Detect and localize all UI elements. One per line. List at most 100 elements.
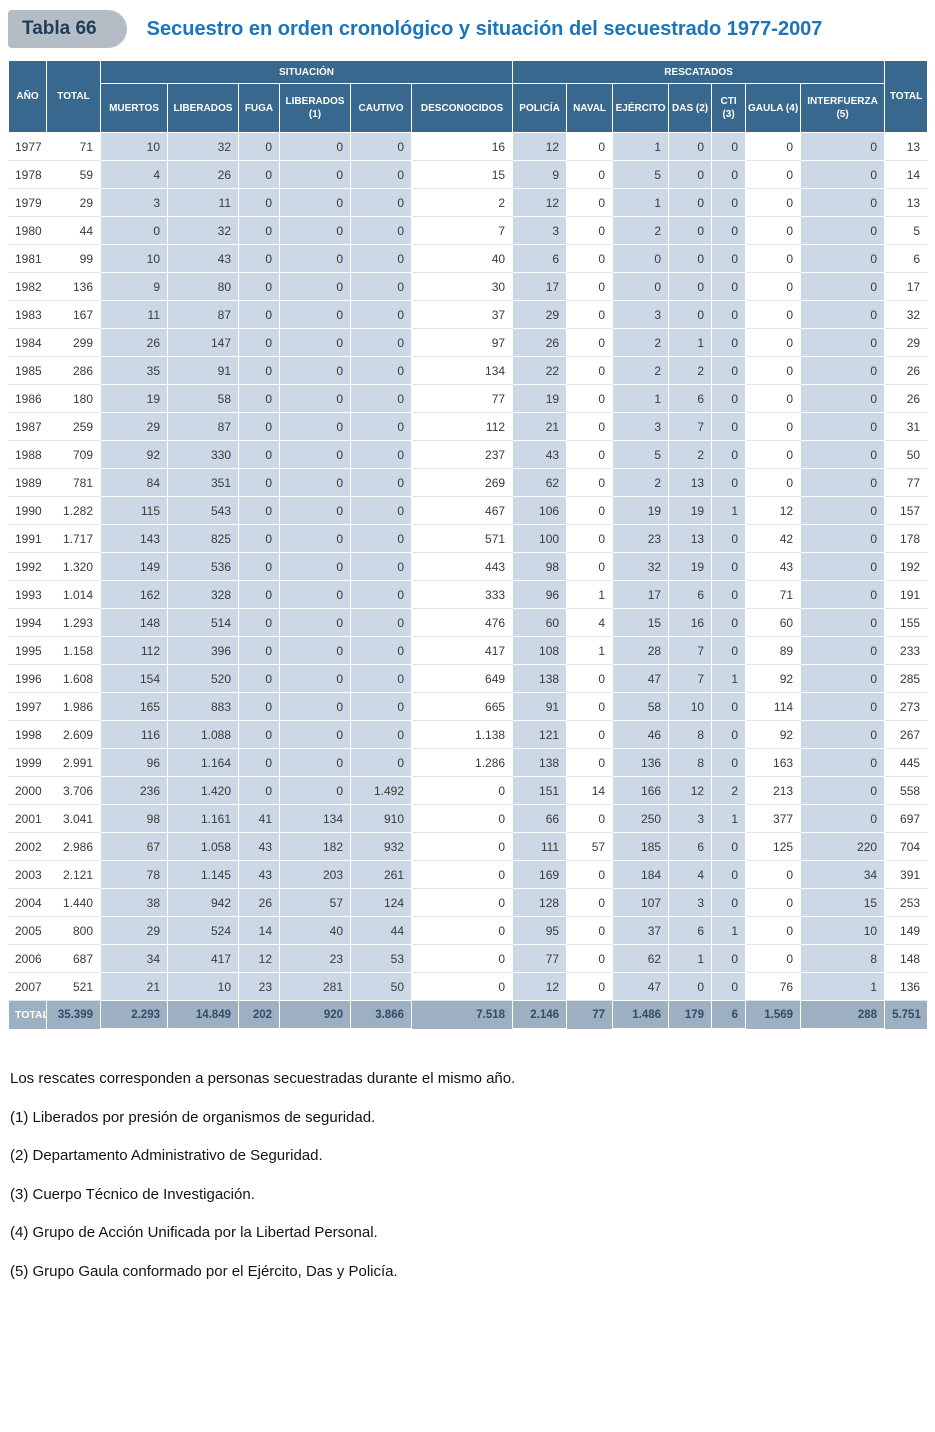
data-cell: 0 [279,300,351,329]
data-cell: 213 [745,776,802,805]
data-cell: 0 [668,216,713,245]
data-cell: 0 [800,244,886,273]
data-cell: 0 [800,328,886,357]
data-cell: 32 [612,552,670,581]
data-cell: 1.717 [46,524,101,553]
data-cell: 0 [279,636,351,665]
data-cell: 0 [745,188,802,217]
data-cell: 19 [668,496,713,525]
year-cell: 2002 [8,832,47,861]
data-cell: 1.608 [46,664,101,693]
data-cell: 60 [745,608,802,637]
data-cell: 2 [711,776,747,805]
data-cell: 942 [167,888,239,917]
data-cell: 0 [612,272,670,301]
data-cell: 0 [566,664,614,693]
data-cell: 0 [711,328,747,357]
data-cell: 148 [884,944,929,973]
table-row: 1978 59 4 26 0 0 0 15 9 0 5 0 0 0 0 14 [8,160,929,189]
total-value-cell: 2.146 [512,1000,568,1029]
data-cell: 11 [100,300,168,329]
column-header-year: AÑO [8,60,47,133]
data-cell: 0 [711,160,747,189]
year-cell: 2007 [8,972,47,1001]
data-cell: 0 [745,356,802,385]
data-cell: 0 [711,608,747,637]
data-cell: 112 [100,636,168,665]
data-cell: 687 [46,944,101,973]
data-cell: 50 [350,972,412,1001]
data-cell: 15 [612,608,670,637]
data-cell: 6 [668,580,713,609]
data-cell: 26 [100,328,168,357]
data-cell: 3.041 [46,804,101,833]
data-cell: 116 [100,720,168,749]
table-row: 1981 99 10 43 0 0 0 40 6 0 0 0 0 0 0 6 [8,244,929,273]
year-cell: 1999 [8,748,47,777]
data-cell: 7 [410,216,514,245]
data-cell: 32 [167,132,239,161]
data-cell: 0 [612,244,670,273]
data-cell: 106 [512,496,568,525]
data-cell: 0 [279,776,351,805]
data-cell: 0 [800,160,886,189]
data-cell: 0 [566,888,614,917]
table-row: 2000 3.706 236 1.420 0 0 1.492 0 151 14 166 12 2 213 0… [8,776,929,805]
total-value-cell: 1.569 [745,1000,802,1029]
data-cell: 60 [512,608,568,637]
data-cell: 53 [350,944,412,973]
data-cell: 95 [512,916,568,945]
data-cell: 0 [350,356,412,385]
data-cell: 4 [566,608,614,637]
data-cell: 543 [167,496,239,525]
total-value-cell: 202 [238,1000,280,1029]
data-cell: 43 [512,440,568,469]
column-header: POLICÍA [512,83,568,133]
data-cell: 7 [668,664,713,693]
data-cell: 1 [711,916,747,945]
data-cell: 12 [512,972,568,1001]
data-cell: 0 [279,272,351,301]
column-header: INTERFUERZA (5) [800,83,886,133]
year-cell: 2005 [8,916,47,945]
data-cell: 0 [410,860,514,889]
data-cell: 57 [566,832,614,861]
data-cell: 1.320 [46,552,101,581]
data-cell: 233 [884,636,929,665]
total-value-cell: 3.866 [350,1000,412,1029]
data-cell: 3 [100,188,168,217]
data-cell: 391 [884,860,929,889]
data-cell: 0 [800,608,886,637]
data-cell: 12 [745,496,802,525]
data-cell: 43 [238,860,280,889]
data-cell: 43 [238,832,280,861]
data-cell: 21 [100,972,168,1001]
data-cell: 6 [512,244,568,273]
data-cell: 0 [711,384,747,413]
column-header: NAVAL [566,83,614,133]
year-cell: 1992 [8,552,47,581]
data-cell: 0 [745,272,802,301]
data-cell: 77 [884,468,929,497]
data-cell: 0 [668,244,713,273]
data-cell: 4 [668,860,713,889]
data-cell: 167 [46,300,101,329]
year-cell: 1981 [8,244,47,273]
data-cell: 1.138 [410,720,514,749]
year-cell: 2003 [8,860,47,889]
data-cell: 19 [100,384,168,413]
data-cell: 0 [711,832,747,861]
table-row: 1995 1.158 112 396 0 0 0 417 108 1 28 7 0 89 0 233 [8,636,929,665]
data-cell: 0 [711,132,747,161]
year-cell: 1996 [8,664,47,693]
data-cell: 0 [745,412,802,441]
year-cell: 2004 [8,888,47,917]
data-cell: 19 [668,552,713,581]
data-cell: 58 [167,384,239,413]
footnote: Los rescates corresponden a personas sec… [10,1070,516,1087]
data-cell: 0 [350,720,412,749]
data-cell: 396 [167,636,239,665]
data-cell: 32 [884,300,929,329]
total-value-cell: 920 [279,1000,351,1029]
data-cell: 0 [711,468,747,497]
